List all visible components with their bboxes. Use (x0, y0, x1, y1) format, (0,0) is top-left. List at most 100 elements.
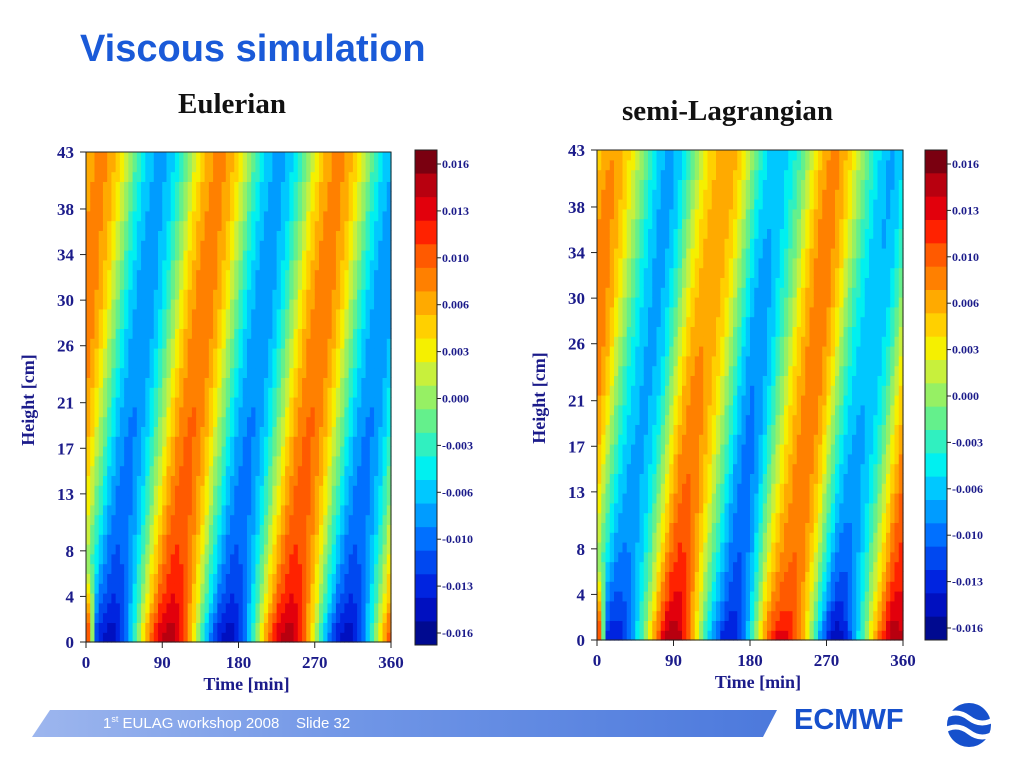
heatmap-cell (230, 544, 235, 555)
heatmap-cell (318, 446, 324, 457)
heatmap-cell (297, 622, 303, 633)
heatmap-cell (314, 259, 320, 271)
heatmap-cell (272, 602, 278, 614)
heatmap-cell (601, 581, 607, 592)
heatmap-cell (302, 465, 307, 476)
heatmap-cell (302, 171, 307, 182)
heatmap-cell (217, 279, 223, 290)
heatmap-cell (686, 620, 692, 631)
heatmap-cell (242, 485, 248, 496)
heatmap-cell (626, 591, 632, 602)
heatmap-cell (204, 436, 210, 447)
heatmap-cell (153, 201, 159, 212)
heatmap-cell (297, 210, 303, 222)
heatmap-cell (331, 524, 337, 535)
heatmap-cell (331, 201, 337, 212)
heatmap-cell (361, 573, 367, 584)
heatmap-cell (639, 336, 645, 347)
heatmap-cell (378, 583, 384, 594)
heatmap-cell (145, 495, 151, 506)
heatmap-cell (665, 375, 670, 386)
heatmap-cell (694, 493, 700, 504)
heatmap-cell (682, 257, 687, 269)
heatmap-cell (357, 328, 362, 339)
heatmap-cell (648, 453, 653, 465)
heatmap-cell (378, 397, 384, 408)
heatmap-cell (183, 406, 189, 418)
heatmap-cell (280, 573, 286, 584)
heatmap-cell (386, 485, 392, 496)
heatmap-cell (306, 240, 312, 251)
heatmap-cell (242, 308, 248, 320)
heatmap-cell (609, 375, 615, 386)
heatmap-cell (268, 397, 273, 408)
heatmap-cell (344, 455, 350, 467)
heatmap-cell (174, 308, 180, 320)
heatmap-cell (673, 512, 679, 523)
heatmap-cell (246, 259, 252, 271)
heatmap-cell (386, 446, 392, 457)
heatmap-cell (652, 208, 658, 220)
heatmap-cell (382, 573, 388, 584)
heatmap-cell (635, 512, 641, 523)
heatmap-cell (631, 424, 636, 435)
heatmap-cell (327, 210, 333, 222)
heatmap-cell (306, 436, 312, 447)
heatmap-cell (285, 240, 290, 251)
heatmap-cell (213, 338, 218, 349)
heatmap-cell (601, 502, 607, 514)
heatmap-cell (690, 542, 696, 553)
heatmap-cell (635, 571, 641, 582)
heatmap-cell (665, 473, 670, 484)
heatmap-cell (128, 416, 134, 427)
heatmap-cell (639, 463, 645, 474)
heatmap-cell (115, 465, 121, 476)
heatmap-cell (255, 191, 261, 202)
heatmap-cell (622, 571, 628, 582)
heatmap-cell (690, 395, 696, 406)
heatmap-cell (302, 544, 307, 555)
heatmap-cell (263, 465, 269, 476)
heatmap-cell (673, 453, 679, 465)
heatmap-cell (682, 571, 687, 582)
heatmap-cell (128, 514, 134, 525)
heatmap-cell (242, 230, 248, 241)
heatmap-cell (378, 495, 384, 506)
heatmap-cell (94, 318, 100, 329)
heatmap-cell (174, 230, 180, 241)
heatmap-cell (204, 191, 210, 202)
heatmap-cell (703, 326, 709, 337)
heatmap-cell (132, 210, 138, 222)
heatmap-cell (318, 357, 324, 369)
heatmap-cell (648, 630, 653, 641)
heatmap-cell (352, 475, 358, 486)
heatmap-cell (162, 308, 168, 320)
heatmap-cell (352, 563, 358, 574)
heatmap-cell (183, 475, 189, 486)
heatmap-cell (132, 318, 138, 329)
heatmap-cell (153, 299, 159, 310)
heatmap-cell (179, 181, 185, 192)
heatmap-cell (221, 387, 227, 398)
heatmap-cell (690, 277, 696, 288)
heatmap-cell (665, 267, 670, 278)
heatmap-cell (272, 416, 278, 427)
heatmap-cell (660, 326, 666, 337)
heatmap-cell (323, 475, 329, 486)
heatmap-cell (331, 553, 337, 565)
heatmap-cell (191, 299, 197, 310)
heatmap-cell (213, 289, 218, 300)
heatmap-cell (639, 414, 645, 425)
heatmap-cell (352, 210, 358, 222)
heatmap-cell (699, 346, 704, 357)
heatmap-cell (158, 328, 163, 339)
heatmap-cell (255, 259, 261, 271)
heatmap-cell (196, 318, 201, 329)
heatmap-cell (158, 318, 163, 329)
heatmap-cell (694, 532, 700, 543)
heatmap-cell (682, 502, 687, 514)
heatmap-cell (272, 504, 278, 516)
heatmap-cell (652, 159, 658, 171)
heatmap-cell (361, 612, 367, 623)
heatmap-cell (196, 377, 201, 388)
